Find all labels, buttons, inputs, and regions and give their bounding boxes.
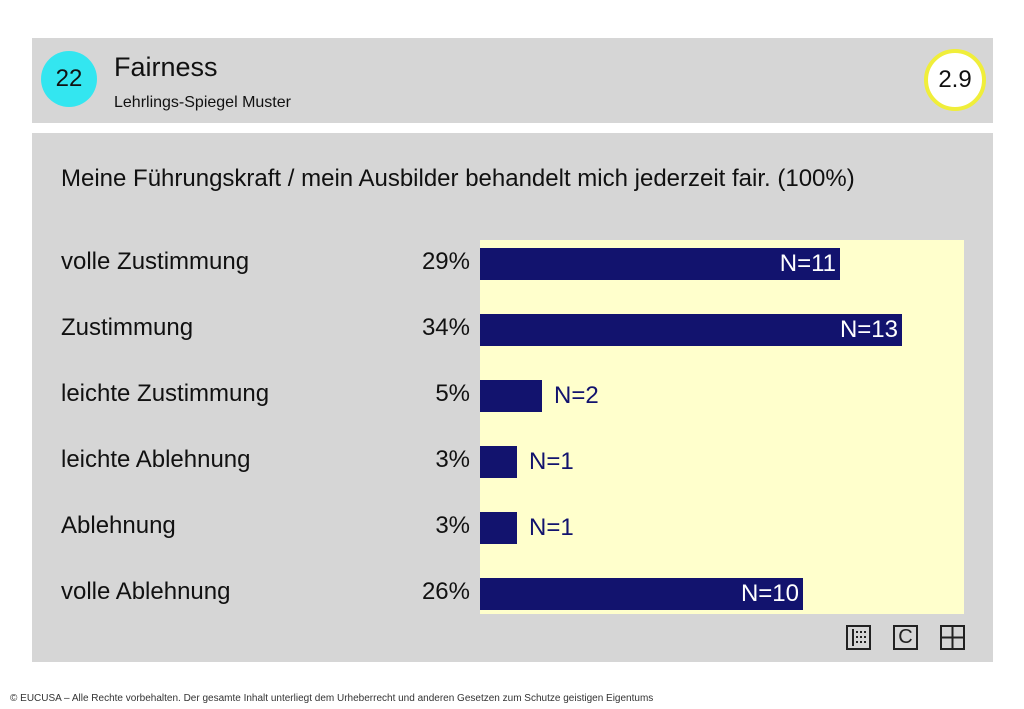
category-label: leichte Zustimmung: [61, 380, 270, 407]
toolbar: C: [846, 625, 965, 650]
category-label: Zustimmung: [61, 314, 194, 341]
category-label: leichte Ablehnung: [61, 446, 251, 473]
percent-label: 29%: [421, 248, 470, 275]
n-label: N=13: [839, 316, 898, 343]
number-badge: 22: [41, 51, 97, 107]
page-title: Fairness: [114, 52, 218, 82]
chart-panel: Meine Führungskraft / mein Ausbilder beh…: [32, 133, 993, 662]
n-label: N=10: [740, 580, 799, 607]
percent-label: 34%: [421, 314, 470, 341]
score-badge: 2.9: [924, 49, 986, 111]
category-label: Ablehnung: [61, 512, 176, 539]
n-label: N=2: [554, 382, 599, 409]
bar: [480, 446, 517, 478]
n-label: N=11: [779, 250, 836, 277]
bar: [480, 248, 840, 280]
page-subtitle: Lehrlings-Spiegel Muster: [114, 94, 291, 111]
chart-title: Meine Führungskraft / mein Ausbilder beh…: [61, 165, 855, 192]
bar: [480, 380, 542, 412]
c-icon[interactable]: C: [893, 625, 918, 650]
percent-label: 3%: [435, 446, 470, 473]
bar: [480, 578, 803, 610]
grid-icon[interactable]: [940, 625, 965, 650]
bar: [480, 512, 517, 544]
percent-label: 5%: [435, 380, 470, 407]
percent-label: 3%: [435, 512, 470, 539]
category-label: volle Zustimmung: [61, 248, 250, 275]
category-label: volle Ablehnung: [61, 578, 231, 605]
percent-label: 26%: [421, 578, 470, 605]
copyright-footer: © EUCUSA – Alle Rechte vorbehalten. Der …: [10, 693, 654, 704]
list-icon[interactable]: [846, 625, 871, 650]
header-panel: 22 Fairness Lehrlings-Spiegel Muster 2.9: [32, 38, 993, 123]
n-label: N=1: [529, 448, 574, 475]
n-label: N=1: [529, 514, 574, 541]
plot-area: N=11 N=13 N=2 N=1 N=1 N=10: [480, 240, 964, 614]
bar: [480, 314, 902, 346]
